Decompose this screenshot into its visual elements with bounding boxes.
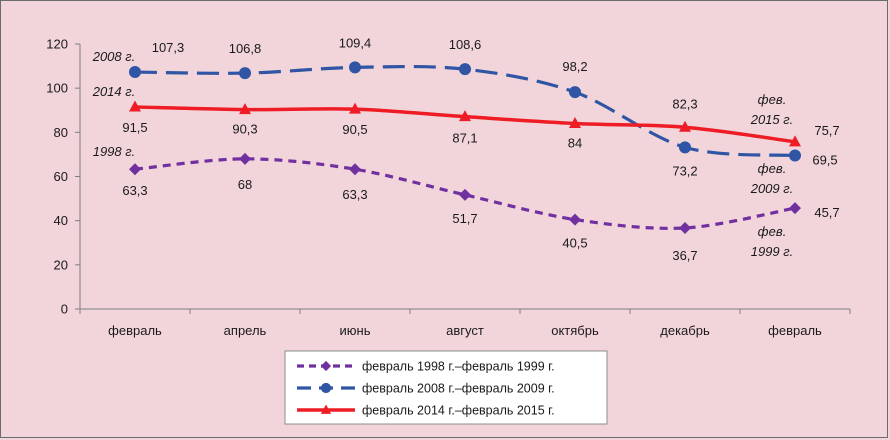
data-label: 90,3 xyxy=(232,122,257,137)
data-point-marker xyxy=(459,110,471,122)
data-point-marker xyxy=(239,152,251,165)
data-point-marker xyxy=(569,117,581,128)
series-end-label: 2009 г. xyxy=(750,181,794,196)
x-tick-label: февраль xyxy=(108,323,162,338)
legend-entry: февраль 1998 г.–февраль 1999 г. xyxy=(362,360,555,374)
data-point-marker xyxy=(349,102,361,114)
data-point-marker xyxy=(239,103,251,115)
data-point-marker xyxy=(789,149,801,162)
data-label: 107,3 xyxy=(152,40,185,55)
data-label: 91,5 xyxy=(122,120,147,135)
legend-box xyxy=(284,350,608,425)
data-point-marker xyxy=(320,382,332,394)
data-label: 87,1 xyxy=(452,131,477,146)
data-point-marker xyxy=(129,100,141,112)
data-label: 45,7 xyxy=(814,205,839,220)
data-label: 36,7 xyxy=(672,248,697,263)
data-point-marker xyxy=(679,221,691,234)
y-tick-label: 100 xyxy=(46,81,68,96)
series-end-label: 2015 г. xyxy=(750,112,794,127)
legend-entry: февраль 2014 г.–февраль 2015 г. xyxy=(362,404,555,418)
data-label: 63,3 xyxy=(342,187,367,202)
data-label: 109,4 xyxy=(339,35,372,50)
series-end-label: фев. xyxy=(758,224,787,239)
series-end-label: фев. xyxy=(758,92,787,107)
data-label: 82,3 xyxy=(672,96,697,111)
series-end-label: 1999 г. xyxy=(751,244,794,259)
y-tick-label: 120 xyxy=(46,37,68,52)
data-point-marker xyxy=(320,404,332,414)
data-point-marker xyxy=(349,163,361,176)
data-point-marker xyxy=(129,163,141,176)
data-label: 84 xyxy=(568,136,582,151)
series-end-label: фев. xyxy=(758,161,787,176)
y-tick-label: 80 xyxy=(54,125,68,140)
data-label: 90,5 xyxy=(342,122,367,137)
y-tick-label: 20 xyxy=(54,257,68,272)
series-start-label: 2008 г. xyxy=(92,49,136,64)
data-label: 106,8 xyxy=(229,41,262,56)
data-label: 40,5 xyxy=(562,236,587,251)
data-point-marker xyxy=(239,67,251,80)
data-point-marker xyxy=(320,360,332,372)
data-label: 98,2 xyxy=(562,59,587,74)
data-label: 63,3 xyxy=(122,183,147,198)
data-point-marker xyxy=(569,86,581,99)
data-label: 73,2 xyxy=(672,163,697,178)
x-tick-label: июнь xyxy=(340,323,371,338)
data-label: 75,7 xyxy=(814,123,839,138)
y-tick-label: 0 xyxy=(61,302,68,317)
x-tick-label: декабрь xyxy=(660,323,710,338)
series-start-label: 2014 г. xyxy=(92,84,136,99)
data-point-marker xyxy=(459,188,471,201)
x-tick-label: апрель xyxy=(224,323,267,338)
y-tick-label: 60 xyxy=(54,169,68,184)
data-point-marker xyxy=(459,63,471,76)
legend: февраль 1998 г.–февраль 1999 г. февраль 2… xyxy=(284,350,608,425)
data-point-marker xyxy=(679,120,691,132)
data-point-marker xyxy=(789,135,801,147)
data-point-marker xyxy=(349,61,361,74)
data-point-marker xyxy=(129,66,141,79)
data-point-marker xyxy=(679,141,691,154)
series-layer xyxy=(129,61,801,234)
data-point-marker xyxy=(569,213,581,226)
data-label: 68 xyxy=(238,177,252,192)
x-tick-label: октябрь xyxy=(551,323,599,338)
y-tick-label: 40 xyxy=(54,213,68,228)
x-tick-label: август xyxy=(446,323,484,338)
data-label: 69,5 xyxy=(812,153,837,168)
data-label: 51,7 xyxy=(452,211,477,226)
data-labels: 63,3 68 63,3 51,7 40,5 36,7 45,7 1998 г. фев. 199… xyxy=(92,35,840,263)
data-point-marker xyxy=(789,202,801,215)
series-start-label: 1998 г. xyxy=(93,144,136,159)
x-tick-label: февраль xyxy=(768,323,822,338)
legend-entry: февраль 2008 г.–февраль 2009 г. xyxy=(362,382,555,396)
axes: 0 20 40 60 80 100 120 февраль апрель июнь август ок… xyxy=(46,37,851,338)
data-label: 108,6 xyxy=(449,37,482,52)
